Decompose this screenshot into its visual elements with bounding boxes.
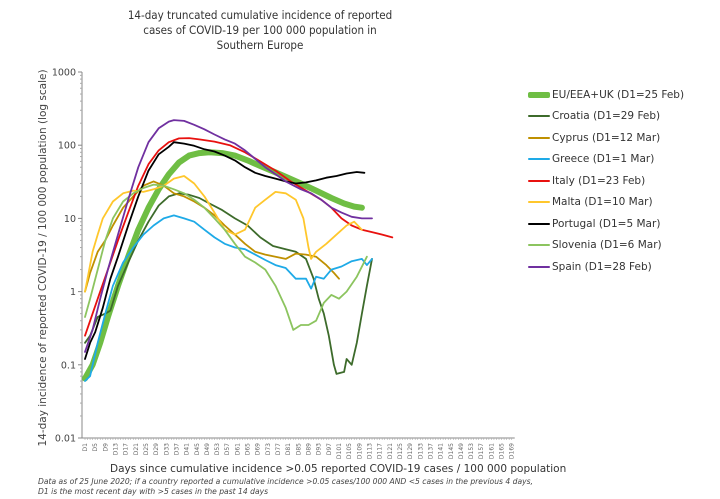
x-tick-label: D145 [448, 443, 455, 459]
legend-label: Cyprus (D1=12 Mar) [552, 131, 661, 144]
legend-item-slovenia: Slovenia (D1=6 Mar) [528, 235, 684, 257]
x-tick-label: D97 [326, 443, 333, 455]
x-tick-label: D89 [306, 443, 313, 455]
chart-title: 14-day truncated cumulative incidence of… [120, 8, 400, 53]
x-tick-label: D69 [255, 443, 262, 455]
y-tick-label: 0.01 [55, 434, 76, 445]
x-tick-label: D165 [499, 443, 506, 459]
x-tick-label: D33 [163, 443, 170, 455]
x-tick-label: D85 [295, 443, 302, 455]
x-tick-label: D53 [214, 443, 221, 455]
legend-swatch [528, 222, 550, 225]
x-tick-label: D149 [458, 443, 465, 459]
x-tick-label: D141 [438, 443, 445, 459]
legend-item-greece: Greece (D1=1 Mar) [528, 149, 684, 171]
x-axis-ticks: D1 D5 D9 D13 D17 D21 D25 D29 D33 D37 D41 D45 D49 D53 D… [82, 438, 516, 459]
legend-swatch [528, 244, 550, 247]
legend-item-malta: Malta (D1=10 Mar) [528, 192, 684, 214]
x-tick-label: D121 [387, 443, 394, 459]
series-line-slovenia [84, 183, 368, 331]
x-axis-label: Days since cumulative incidence >0.05 re… [110, 463, 567, 475]
x-tick-label: D5 [92, 443, 99, 452]
x-tick-label: D117 [377, 443, 384, 459]
x-tick-label: D81 [285, 443, 292, 455]
x-tick-label: D29 [153, 443, 160, 455]
x-tick-label: D77 [275, 443, 282, 455]
legend-label: Greece (D1=1 Mar) [552, 153, 655, 166]
x-tick-label: D41 [184, 443, 191, 455]
legend-swatch [528, 136, 550, 139]
legend-label: Italy (D1=23 Feb) [552, 174, 646, 187]
y-tick-label: 100 [58, 141, 76, 152]
x-tick-label: D157 [478, 443, 485, 459]
axes [81, 72, 515, 439]
x-tick-label: D25 [143, 443, 150, 455]
series-line-spain [84, 119, 373, 353]
legend-item-croatia: Croatia (D1=29 Feb) [528, 106, 684, 128]
x-tick-label: D129 [407, 443, 414, 459]
x-tick-label: D161 [488, 443, 495, 459]
legend-swatch [528, 158, 550, 161]
legend-item-eu-eea-uk: EU/EEA+UK (D1=25 Feb) [528, 84, 684, 106]
footnote: Data as of 25 June 2020; if a country re… [38, 477, 533, 497]
footnote-line-1: Data as of 25 June 2020; if a country re… [38, 477, 533, 486]
y-tick-label: 1000 [52, 68, 76, 79]
y-tick-label: 1 [70, 287, 76, 298]
x-tick-label: D61 [234, 443, 241, 455]
legend-swatch [528, 179, 550, 182]
legend-item-spain: Spain (D1=28 Feb) [528, 256, 684, 278]
x-tick-label: D21 [133, 443, 140, 455]
legend-label: Spain (D1=28 Feb) [552, 260, 652, 273]
chart-title-line-1: 14-day truncated cumulative incidence of… [127, 8, 393, 22]
series-line-portugal [84, 141, 366, 360]
series-line-cyprus [84, 180, 340, 293]
y-tick-label: 10 [64, 214, 76, 225]
chart-title-line-3: Southern Europe [216, 38, 304, 52]
data-lines [82, 119, 394, 382]
y-axis-label: 14-day incidence of reported COVID-19 / … [37, 69, 49, 446]
x-tick-label: D101 [336, 443, 343, 459]
x-tick-label: D9 [102, 443, 109, 452]
x-tick-label: D169 [509, 443, 516, 459]
legend-swatch [528, 265, 550, 268]
series-line-greece [84, 214, 373, 382]
x-tick-label: D113 [366, 443, 373, 459]
footnote-line-2: D1 is the most recent day with >5 cases … [38, 487, 269, 496]
legend-swatch [528, 201, 550, 204]
x-tick-label: D37 [173, 443, 180, 455]
legend-label: EU/EEA+UK (D1=25 Feb) [552, 88, 685, 101]
x-tick-label: D105 [346, 443, 353, 459]
x-tick-label: D49 [204, 443, 211, 455]
legend-swatch [528, 115, 550, 118]
legend: EU/EEA+UK (D1=25 Feb) Croatia (D1=29 Feb)… [528, 84, 684, 278]
series-line-croatia [84, 192, 373, 375]
legend-swatch [528, 91, 550, 98]
y-axis-ticks: 1000 100 10 1 0.1 0.01 [52, 68, 82, 445]
chart-title-line-2: cases of COVID-19 per 100 000 population… [143, 23, 377, 37]
legend-item-portugal: Portugal (D1=5 Mar) [528, 213, 684, 235]
legend-item-cyprus: Cyprus (D1=12 Mar) [528, 127, 684, 149]
x-tick-label: D73 [265, 443, 272, 455]
x-tick-label: D133 [417, 443, 424, 459]
x-tick-label: D45 [194, 443, 201, 455]
legend-label: Croatia (D1=29 Feb) [552, 110, 661, 123]
legend-label: Malta (D1=10 Mar) [552, 196, 653, 209]
x-tick-label: D109 [356, 443, 363, 459]
x-tick-label: D153 [468, 443, 475, 459]
y-tick-label: 0.1 [61, 360, 76, 371]
legend-label: Portugal (D1=5 Mar) [552, 217, 661, 230]
x-tick-label: D13 [112, 443, 119, 455]
x-tick-label: D93 [316, 443, 323, 455]
x-tick-label: D125 [397, 443, 404, 459]
x-tick-label: D137 [427, 443, 434, 459]
series-line-italy [84, 137, 394, 337]
x-tick-label: D17 [123, 443, 130, 455]
legend-item-italy: Italy (D1=23 Feb) [528, 170, 684, 192]
x-tick-label: D65 [245, 443, 252, 455]
legend-label: Slovenia (D1=6 Mar) [552, 239, 662, 252]
x-tick-label: D57 [224, 443, 231, 455]
x-tick-label: D1 [82, 443, 89, 452]
